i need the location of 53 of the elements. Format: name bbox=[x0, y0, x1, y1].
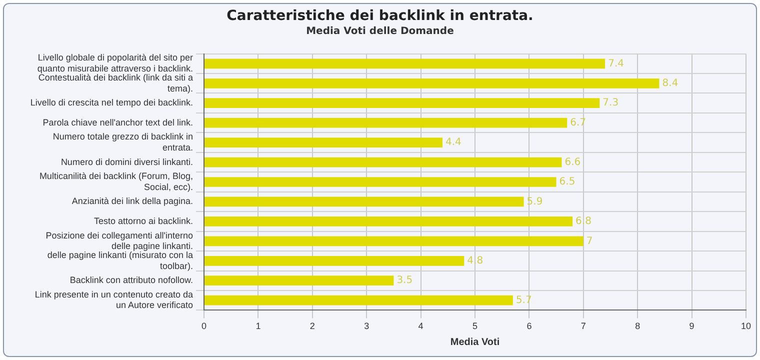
y-tick-label: delle pagine linkanti (misurato con la toolbar). bbox=[47, 250, 193, 271]
x-tick-label: 3 bbox=[364, 321, 370, 332]
bar bbox=[204, 138, 442, 148]
y-tick-label: Numero totale grezzo di backlink in entrata. bbox=[52, 132, 193, 152]
x-tick-label: 5 bbox=[472, 321, 478, 332]
y-tick-label: Numero di domini diversi linkanti. bbox=[60, 156, 193, 167]
x-axis-title: Media Voti bbox=[450, 336, 500, 348]
y-tick-label: Parola chiave nell'anchor text del link. bbox=[42, 117, 193, 128]
bar bbox=[204, 177, 556, 187]
x-tick-label: 2 bbox=[310, 321, 315, 332]
chart-subtitle: Media Voti delle Domande bbox=[305, 26, 455, 37]
y-tick-label: Multicanilità dei backlink (Forum, Blog, Social, ecc). bbox=[39, 171, 193, 192]
bar bbox=[204, 256, 464, 266]
y-tick-label: Livello di crescita nel tempo dei backlink. bbox=[30, 98, 193, 108]
x-tick-label: 8 bbox=[635, 321, 640, 332]
x-tick-label: 9 bbox=[689, 321, 694, 332]
data-label: 6.5 bbox=[559, 176, 576, 188]
data-label: 4.4 bbox=[445, 137, 462, 148]
x-tick-label: 4 bbox=[418, 321, 424, 332]
bar bbox=[204, 78, 660, 88]
bar bbox=[204, 276, 394, 286]
data-label: 7.4 bbox=[608, 58, 624, 70]
data-label: 6.7 bbox=[570, 117, 586, 128]
bar bbox=[204, 98, 600, 108]
data-label: 7.3 bbox=[602, 98, 619, 109]
y-tick-label: Posizione dei collegamenti all'interno delle pagine linkanti. bbox=[46, 230, 193, 252]
data-label: 3.5 bbox=[396, 275, 413, 286]
x-tick-label: 6 bbox=[526, 321, 532, 332]
y-tick-label: Anzianità dei link della pagina. bbox=[72, 196, 193, 206]
x-tick-label: 10 bbox=[740, 321, 752, 332]
bar bbox=[204, 58, 606, 69]
chart-title: Caratteristiche dei backlink in entrata. bbox=[226, 8, 534, 24]
data-label: 8.4 bbox=[662, 78, 678, 89]
x-tick-label: 7 bbox=[580, 321, 586, 332]
bar bbox=[204, 118, 568, 128]
bar bbox=[204, 196, 524, 207]
bar bbox=[204, 216, 573, 226]
data-label: 7 bbox=[586, 236, 593, 247]
y-tick-label: Livello globale di popolarità del sito per quanto misurabile attraverso i backlink. bbox=[37, 52, 193, 74]
x-tick-label: 1 bbox=[256, 321, 261, 332]
bar bbox=[204, 295, 513, 306]
y-tick-label: Contestualità dei backlink (link da siti a tema). bbox=[38, 72, 193, 94]
data-label: 5.9 bbox=[526, 196, 543, 208]
y-tick-label: Testo attorno ai backlink. bbox=[94, 216, 193, 226]
data-label: 6.8 bbox=[576, 216, 592, 228]
x-tick-label: 0 bbox=[201, 321, 207, 332]
y-tick-label: Link presente in un contenuto creato da un Autore verificato bbox=[34, 289, 193, 310]
bar bbox=[204, 157, 562, 168]
y-tick-label: Backlink con attributo nofollow. bbox=[70, 275, 193, 286]
data-label: 5.7 bbox=[516, 294, 532, 306]
data-label: 6.6 bbox=[564, 156, 581, 168]
data-label: 4.8 bbox=[467, 255, 484, 266]
bar bbox=[204, 236, 584, 246]
